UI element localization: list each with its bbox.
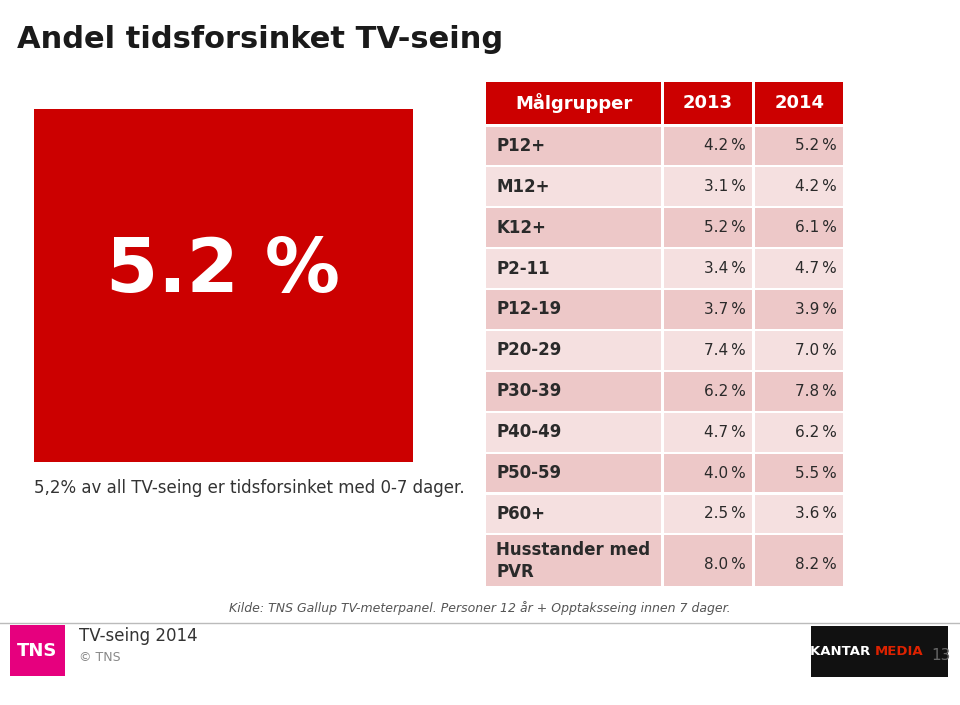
Text: MEDIA: MEDIA xyxy=(875,645,924,658)
Text: KANTAR: KANTAR xyxy=(809,645,875,658)
Text: 8.2 %: 8.2 % xyxy=(796,557,837,572)
FancyBboxPatch shape xyxy=(486,209,660,247)
FancyBboxPatch shape xyxy=(663,82,752,124)
FancyBboxPatch shape xyxy=(755,167,843,207)
FancyBboxPatch shape xyxy=(663,127,752,165)
Text: 3.7 %: 3.7 % xyxy=(704,302,746,317)
Text: P40-49: P40-49 xyxy=(496,423,562,441)
Text: 2013: 2013 xyxy=(683,94,733,112)
FancyBboxPatch shape xyxy=(755,290,843,329)
Text: 13: 13 xyxy=(931,648,950,663)
Text: P12-19: P12-19 xyxy=(496,300,562,319)
Text: 4.2 %: 4.2 % xyxy=(796,179,837,195)
FancyBboxPatch shape xyxy=(663,536,752,587)
FancyBboxPatch shape xyxy=(755,495,843,534)
Text: 5.2 %: 5.2 % xyxy=(705,220,746,235)
Text: 3.4 %: 3.4 % xyxy=(704,261,746,276)
Text: 6.2 %: 6.2 % xyxy=(795,424,837,440)
Text: P20-29: P20-29 xyxy=(496,341,562,360)
FancyBboxPatch shape xyxy=(663,495,752,534)
Text: 7.4 %: 7.4 % xyxy=(705,343,746,358)
FancyBboxPatch shape xyxy=(486,454,660,493)
Text: Kilde: TNS Gallup TV-meterpanel. Personer 12 år + Opptaksseing innen 7 dager.: Kilde: TNS Gallup TV-meterpanel. Persone… xyxy=(229,601,731,615)
Text: 3.9 %: 3.9 % xyxy=(795,302,837,317)
Text: 5.2 %: 5.2 % xyxy=(107,235,340,308)
Text: © TNS: © TNS xyxy=(79,651,120,663)
Text: P2-11: P2-11 xyxy=(496,259,550,278)
FancyBboxPatch shape xyxy=(663,167,752,207)
FancyBboxPatch shape xyxy=(755,127,843,165)
FancyBboxPatch shape xyxy=(486,127,660,165)
FancyBboxPatch shape xyxy=(755,413,843,452)
Text: P30-39: P30-39 xyxy=(496,382,562,400)
FancyBboxPatch shape xyxy=(811,626,948,677)
FancyBboxPatch shape xyxy=(755,372,843,411)
FancyBboxPatch shape xyxy=(755,454,843,493)
FancyBboxPatch shape xyxy=(755,536,843,587)
Text: M12+: M12+ xyxy=(496,178,550,196)
Text: 2014: 2014 xyxy=(774,94,825,112)
FancyBboxPatch shape xyxy=(755,209,843,247)
FancyBboxPatch shape xyxy=(486,250,660,288)
Text: 6.1 %: 6.1 % xyxy=(795,220,837,235)
Text: 7.0 %: 7.0 % xyxy=(796,343,837,358)
FancyBboxPatch shape xyxy=(663,413,752,452)
FancyBboxPatch shape xyxy=(10,625,65,676)
Text: Husstander med
PVR: Husstander med PVR xyxy=(496,541,651,581)
Text: 5.2 %: 5.2 % xyxy=(796,138,837,154)
FancyBboxPatch shape xyxy=(486,413,660,452)
FancyBboxPatch shape xyxy=(486,536,660,587)
Text: 4.0 %: 4.0 % xyxy=(705,465,746,481)
FancyBboxPatch shape xyxy=(34,109,413,462)
FancyBboxPatch shape xyxy=(663,250,752,288)
Text: 7.8 %: 7.8 % xyxy=(796,384,837,399)
Text: P60+: P60+ xyxy=(496,505,545,523)
Text: K12+: K12+ xyxy=(496,219,546,237)
Text: TV-seing 2014: TV-seing 2014 xyxy=(79,627,198,645)
Text: 2.5 %: 2.5 % xyxy=(705,506,746,522)
FancyBboxPatch shape xyxy=(486,167,660,207)
FancyBboxPatch shape xyxy=(486,372,660,411)
Text: 4.2 %: 4.2 % xyxy=(705,138,746,154)
FancyBboxPatch shape xyxy=(663,331,752,370)
Text: 3.6 %: 3.6 % xyxy=(795,506,837,522)
FancyBboxPatch shape xyxy=(663,290,752,329)
Text: 3.1 %: 3.1 % xyxy=(704,179,746,195)
FancyBboxPatch shape xyxy=(486,82,660,124)
Text: 5,2% av all TV-seing er tidsforsinket med 0-7 dager.: 5,2% av all TV-seing er tidsforsinket me… xyxy=(34,479,465,498)
FancyBboxPatch shape xyxy=(486,331,660,370)
FancyBboxPatch shape xyxy=(663,372,752,411)
Text: Målgrupper: Målgrupper xyxy=(515,93,633,114)
FancyBboxPatch shape xyxy=(755,250,843,288)
Text: P12+: P12+ xyxy=(496,137,545,155)
Text: P50-59: P50-59 xyxy=(496,464,562,482)
FancyBboxPatch shape xyxy=(663,454,752,493)
FancyBboxPatch shape xyxy=(486,495,660,534)
Text: TNS: TNS xyxy=(17,642,58,660)
FancyBboxPatch shape xyxy=(663,209,752,247)
FancyBboxPatch shape xyxy=(755,82,843,124)
Text: 8.0 %: 8.0 % xyxy=(705,557,746,572)
FancyBboxPatch shape xyxy=(755,331,843,370)
FancyBboxPatch shape xyxy=(486,290,660,329)
Text: Andel tidsforsinket TV-seing: Andel tidsforsinket TV-seing xyxy=(17,25,503,54)
Text: 6.2 %: 6.2 % xyxy=(704,384,746,399)
Text: 4.7 %: 4.7 % xyxy=(796,261,837,276)
Text: 4.7 %: 4.7 % xyxy=(705,424,746,440)
Text: 5.5 %: 5.5 % xyxy=(796,465,837,481)
